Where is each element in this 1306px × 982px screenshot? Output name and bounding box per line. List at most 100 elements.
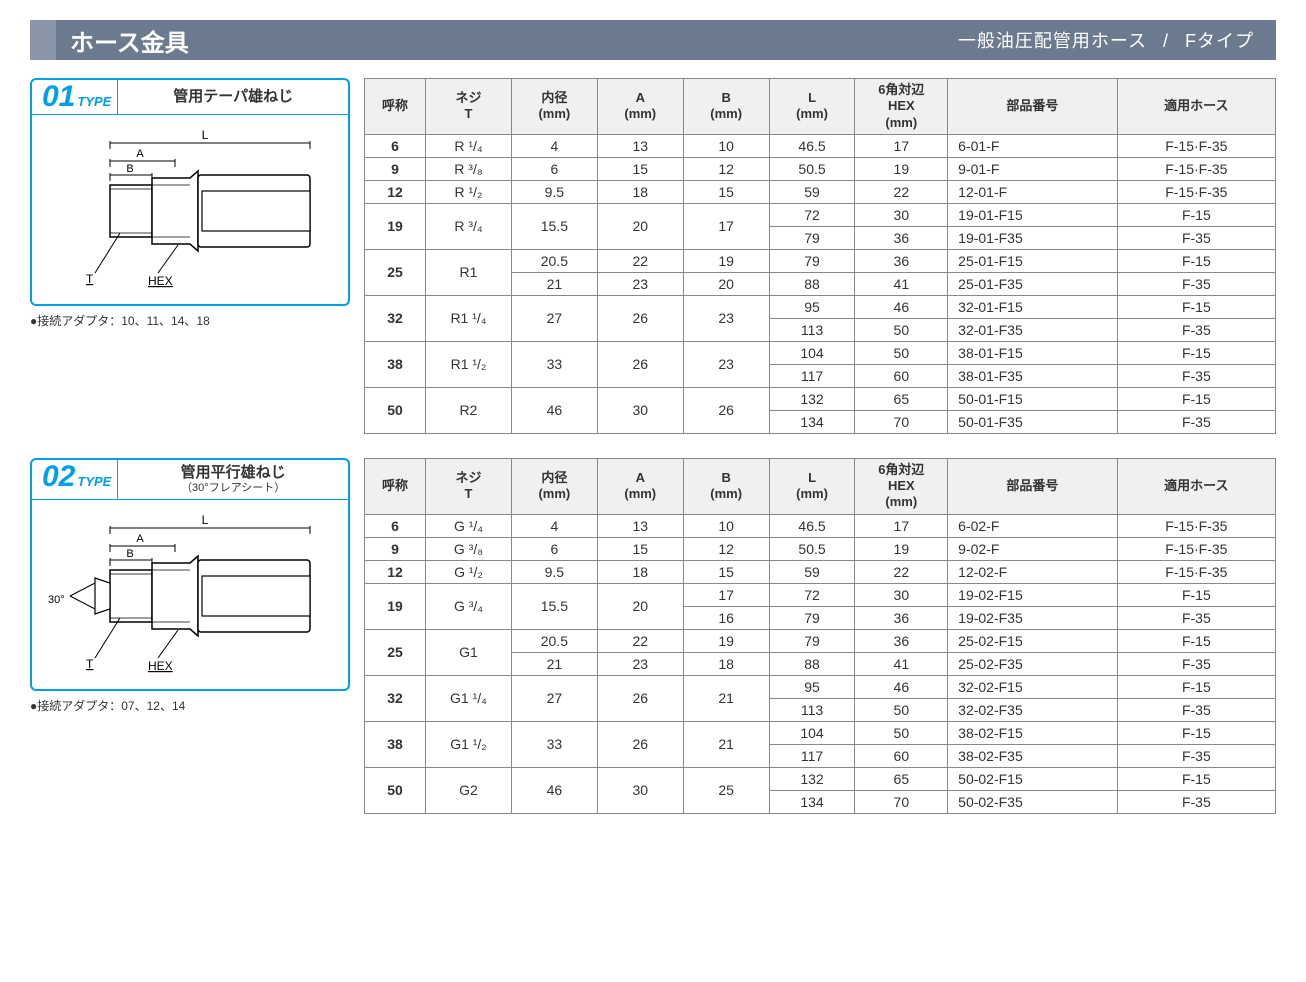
col-hose: 適用ホース	[1117, 458, 1275, 514]
cell-hose: F-15	[1117, 341, 1275, 364]
cell-a: 22	[597, 249, 683, 272]
cell-a: 20	[597, 203, 683, 249]
cell-name: 6	[365, 134, 426, 157]
cell-a: 22	[597, 629, 683, 652]
cell-b: 19	[683, 629, 769, 652]
svg-text:T: T	[86, 272, 94, 286]
cell-b: 23	[683, 295, 769, 341]
svg-text:B: B	[126, 548, 133, 560]
col-part: 部品番号	[948, 79, 1118, 135]
cell-l: 50.5	[769, 157, 855, 180]
cell-hose: F-15	[1117, 203, 1275, 226]
col-hose: 適用ホース	[1117, 79, 1275, 135]
cell-l: 95	[769, 295, 855, 318]
cell-part: 32-02-F15	[948, 675, 1118, 698]
cell-a: 26	[597, 341, 683, 387]
table-row: 38G1 ¹/₂3326211045038-02-F15F-15	[365, 721, 1276, 744]
header-sep: /	[1163, 31, 1169, 51]
cell-part: 6-02-F	[948, 514, 1118, 537]
cell-hex: 41	[855, 272, 948, 295]
cell-t: G ³/₈	[426, 537, 512, 560]
table-row: 12G ¹/₂9.51815592212-02-FF-15·F-35	[365, 560, 1276, 583]
cell-hex: 60	[855, 364, 948, 387]
col-name: 呼称	[365, 458, 426, 514]
table-row: 19G ³/₄15.52017723019-02-F15F-15	[365, 583, 1276, 606]
cell-t: R ³/₈	[426, 157, 512, 180]
cell-part: 38-02-F15	[948, 721, 1118, 744]
cell-name: 12	[365, 560, 426, 583]
type-diagram: L A B T HEX 30°	[32, 500, 348, 689]
cell-hex: 36	[855, 249, 948, 272]
cell-dia: 33	[511, 341, 597, 387]
cell-t: G ¹/₂	[426, 560, 512, 583]
cell-hose: F-15	[1117, 629, 1275, 652]
cell-name: 9	[365, 157, 426, 180]
cell-b: 21	[683, 721, 769, 767]
cell-l: 117	[769, 744, 855, 767]
cell-dia: 15.5	[511, 203, 597, 249]
cell-a: 30	[597, 387, 683, 433]
cell-a: 13	[597, 514, 683, 537]
col-l: L(mm)	[769, 79, 855, 135]
cell-hose: F-15	[1117, 583, 1275, 606]
cell-hose: F-35	[1117, 410, 1275, 433]
col-dia: 内径(mm)	[511, 458, 597, 514]
type-left-col: 02TYPE 管用平行雄ねじ（30°フレアシート） L A B T HEX 30…	[30, 458, 350, 814]
cell-name: 9	[365, 537, 426, 560]
adapter-note: ●接続アダプタ：10、11、14、18	[30, 312, 350, 329]
cell-name: 38	[365, 721, 426, 767]
cell-name: 32	[365, 295, 426, 341]
cell-b: 26	[683, 387, 769, 433]
cell-b: 17	[683, 583, 769, 606]
cell-hex: 46	[855, 675, 948, 698]
table-row: 6R ¹/₄4131046.5176-01-FF-15·F-35	[365, 134, 1276, 157]
cell-hose: F-15·F-35	[1117, 537, 1275, 560]
cell-t: G ¹/₄	[426, 514, 512, 537]
col-b: B(mm)	[683, 458, 769, 514]
cell-dia: 4	[511, 514, 597, 537]
cell-part: 38-02-F35	[948, 744, 1118, 767]
cell-l: 104	[769, 341, 855, 364]
cell-b: 10	[683, 514, 769, 537]
cell-name: 19	[365, 203, 426, 249]
cell-b: 18	[683, 652, 769, 675]
col-l: L(mm)	[769, 458, 855, 514]
cell-hose: F-15·F-35	[1117, 157, 1275, 180]
cell-hex: 70	[855, 790, 948, 813]
cell-hex: 17	[855, 134, 948, 157]
header-accent	[30, 20, 56, 60]
cell-a: 26	[597, 675, 683, 721]
svg-text:30°: 30°	[48, 594, 65, 606]
cell-a: 18	[597, 180, 683, 203]
cell-l: 113	[769, 318, 855, 341]
cell-hex: 65	[855, 387, 948, 410]
table-row: 38R1 ¹/₂3326231045038-01-F15F-15	[365, 341, 1276, 364]
table-row: 9G ³/₈6151250.5199-02-FF-15·F-35	[365, 537, 1276, 560]
cell-b: 12	[683, 537, 769, 560]
page-header: ホース金具 一般油圧配管用ホース / Fタイプ	[30, 20, 1276, 60]
cell-name: 32	[365, 675, 426, 721]
svg-text:B: B	[126, 163, 133, 175]
cell-l: 88	[769, 272, 855, 295]
cell-a: 13	[597, 134, 683, 157]
cell-dia: 46	[511, 387, 597, 433]
cell-l: 46.5	[769, 134, 855, 157]
cell-part: 12-01-F	[948, 180, 1118, 203]
type-head: 01TYPE 管用テーパ雄ねじ	[32, 80, 348, 115]
cell-hex: 50	[855, 341, 948, 364]
cell-dia: 46	[511, 767, 597, 813]
table-row: 9R ³/₈6151250.5199-01-FF-15·F-35	[365, 157, 1276, 180]
cell-hose: F-35	[1117, 652, 1275, 675]
type-table-wrap: 呼称ネジT内径(mm)A(mm)B(mm)L(mm)6角対辺HEX(mm)部品番…	[364, 78, 1276, 434]
cell-a: 18	[597, 560, 683, 583]
cell-part: 50-01-F35	[948, 410, 1118, 433]
cell-l: 132	[769, 387, 855, 410]
page-title: ホース金具	[70, 23, 958, 58]
cell-name: 19	[365, 583, 426, 629]
cell-l: 132	[769, 767, 855, 790]
col-a: A(mm)	[597, 458, 683, 514]
cell-l: 113	[769, 698, 855, 721]
cell-b: 17	[683, 203, 769, 249]
cell-l: 134	[769, 790, 855, 813]
cell-part: 6-01-F	[948, 134, 1118, 157]
